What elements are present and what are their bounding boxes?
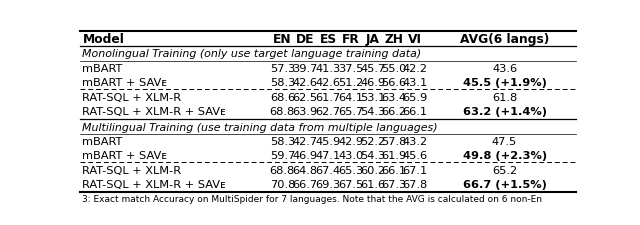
Text: 54.3: 54.3 [360, 151, 385, 161]
Text: 42.2: 42.2 [403, 64, 428, 74]
Text: 3: Exact match Accuracy on MultiSpider for 7 languages. Note that the AVG is cal: 3: Exact match Accuracy on MultiSpider f… [83, 194, 543, 203]
Text: 61.6: 61.6 [360, 179, 385, 189]
Text: 66.7 (+1.5%): 66.7 (+1.5%) [463, 179, 547, 189]
Text: 61.8: 61.8 [492, 92, 517, 102]
Text: 45.9: 45.9 [316, 137, 340, 146]
Text: 67.5: 67.5 [338, 179, 364, 189]
Text: 57.3: 57.3 [269, 64, 295, 74]
Text: 39.7: 39.7 [292, 64, 318, 74]
Text: 67.1: 67.1 [403, 165, 428, 175]
Text: mBART: mBART [83, 64, 123, 74]
Text: 46.9: 46.9 [292, 151, 317, 161]
Text: 61.7: 61.7 [316, 92, 340, 102]
Text: 65.3: 65.3 [338, 165, 364, 175]
Text: 42.6: 42.6 [292, 78, 317, 88]
Text: 46.9: 46.9 [360, 78, 385, 88]
Text: 67.4: 67.4 [316, 165, 340, 175]
Text: 64.8: 64.8 [292, 165, 317, 175]
Text: 52.2: 52.2 [360, 137, 385, 146]
Text: 65.7: 65.7 [338, 106, 364, 116]
Text: 65.2: 65.2 [492, 165, 517, 175]
Text: 60.2: 60.2 [360, 165, 385, 175]
Text: 66.2: 66.2 [381, 106, 406, 116]
Text: RAT-SQL + XLM-R: RAT-SQL + XLM-R [83, 92, 182, 102]
Text: 43.1: 43.1 [403, 78, 428, 88]
Text: VI: VI [408, 33, 422, 46]
Text: RAT-SQL + XLM-R + SAVᴇ: RAT-SQL + XLM-R + SAVᴇ [83, 179, 226, 189]
Text: 47.5: 47.5 [492, 137, 517, 146]
Text: 56.6: 56.6 [381, 78, 406, 88]
Text: 68.8: 68.8 [269, 106, 295, 116]
Text: 67.8: 67.8 [403, 179, 428, 189]
Text: Monolingual Training (only use target language training data): Monolingual Training (only use target la… [83, 49, 422, 59]
Text: 45.6: 45.6 [403, 151, 428, 161]
Text: mBART + SAVᴇ: mBART + SAVᴇ [83, 78, 167, 88]
Text: 62.7: 62.7 [316, 106, 340, 116]
Text: 63.4: 63.4 [381, 92, 406, 102]
Text: RAT-SQL + XLM-R: RAT-SQL + XLM-R [83, 165, 182, 175]
Text: ES: ES [319, 33, 337, 46]
Text: 63.9: 63.9 [292, 106, 318, 116]
Text: mBART + SAVᴇ: mBART + SAVᴇ [83, 151, 167, 161]
Text: 66.7: 66.7 [292, 179, 317, 189]
Text: 42.6: 42.6 [316, 78, 340, 88]
Text: Model: Model [83, 33, 124, 46]
Text: 47.1: 47.1 [316, 151, 340, 161]
Text: 65.9: 65.9 [403, 92, 428, 102]
Text: 61.9: 61.9 [381, 151, 406, 161]
Text: 37.5: 37.5 [338, 64, 364, 74]
Text: 63.2 (+1.4%): 63.2 (+1.4%) [463, 106, 547, 116]
Text: ZH: ZH [385, 33, 403, 46]
Text: 58.3: 58.3 [269, 137, 295, 146]
Text: 55.0: 55.0 [381, 64, 406, 74]
Text: Multilingual Training (use training data from multiple languages): Multilingual Training (use training data… [83, 122, 438, 132]
Text: 41.3: 41.3 [316, 64, 340, 74]
Text: 64.1: 64.1 [339, 92, 364, 102]
Text: 66.1: 66.1 [381, 165, 406, 175]
Text: 43.2: 43.2 [403, 137, 428, 146]
Text: 45.7: 45.7 [360, 64, 385, 74]
Text: 68.8: 68.8 [269, 165, 295, 175]
Text: mBART: mBART [83, 137, 123, 146]
Text: 45.5 (+1.9%): 45.5 (+1.9%) [463, 78, 547, 88]
Text: 70.8: 70.8 [269, 179, 295, 189]
Text: AVG(6 langs): AVG(6 langs) [460, 33, 549, 46]
Text: 54.3: 54.3 [360, 106, 385, 116]
Text: DE: DE [296, 33, 314, 46]
Text: 42.7: 42.7 [292, 137, 317, 146]
Text: 49.8 (+2.3%): 49.8 (+2.3%) [463, 151, 547, 161]
Text: 68.6: 68.6 [270, 92, 295, 102]
Text: 59.7: 59.7 [269, 151, 295, 161]
Text: 42.9: 42.9 [339, 137, 364, 146]
Text: 51.2: 51.2 [338, 78, 364, 88]
Text: 66.1: 66.1 [403, 106, 428, 116]
Text: 43.0: 43.0 [338, 151, 364, 161]
Text: 43.6: 43.6 [492, 64, 517, 74]
Text: 62.5: 62.5 [292, 92, 317, 102]
Text: 67.3: 67.3 [381, 179, 406, 189]
Text: 57.8: 57.8 [381, 137, 406, 146]
Text: EN: EN [273, 33, 292, 46]
Text: RAT-SQL + XLM-R + SAVᴇ: RAT-SQL + XLM-R + SAVᴇ [83, 106, 226, 116]
Text: 53.1: 53.1 [360, 92, 385, 102]
Text: JA: JA [365, 33, 380, 46]
Text: 69.3: 69.3 [316, 179, 340, 189]
Text: FR: FR [342, 33, 360, 46]
Text: 58.3: 58.3 [269, 78, 295, 88]
